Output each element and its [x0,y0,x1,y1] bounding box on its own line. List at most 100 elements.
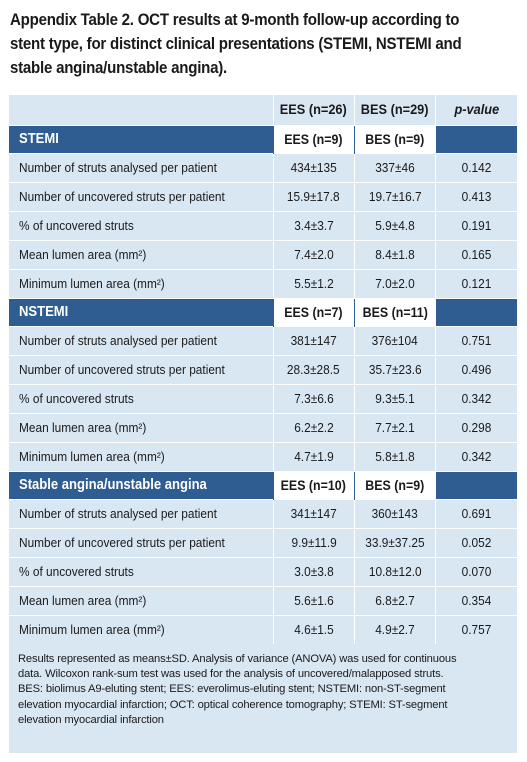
footnote-line: elevation myocardial infarction; OCT: op… [18,698,448,711]
bes-value: 35.7±23.6 [353,354,436,384]
ees-value: 5.5±1.2 [272,268,355,298]
section-ees-n: EES (n=9) [272,124,355,153]
row-label: Number of struts analysed per patient [9,325,273,355]
bes-value: 5.8±1.8 [353,441,436,471]
bes-value: 10.8±12.0 [353,556,436,586]
table-row: Minimum lumen area (mm²) 4.7±1.9 5.8±1.8 0.… [9,441,517,471]
bes-value: 6.8±2.7 [353,585,436,615]
ees-value: 381±147 [272,325,355,355]
ees-value: 7.4±2.0 [272,239,355,269]
p-value: 0.191 [435,210,517,240]
table-row: Minimum lumen area (mm²) 4.6±1.5 4.9±2.7 0.… [9,614,517,644]
header-p-value: p-value [435,95,517,125]
ees-value: 6.2±2.2 [272,412,355,442]
ees-value: 3.4±3.7 [272,210,355,240]
p-value: 0.142 [435,152,517,182]
ees-value: 3.0±3.8 [272,556,355,586]
results-table: EES (n=26) BES (n=29) p-value STEMI EES (… [9,95,517,644]
row-label: Mean lumen area (mm²) [9,239,273,269]
ees-value: 5.6±1.6 [272,585,355,615]
section-ees-n: EES (n=7) [272,297,355,326]
section-blank-cell [435,470,517,499]
footnote-line: data. Wilcoxon rank-sum test was used fo… [18,668,444,681]
row-label: % of uncovered struts [9,556,273,586]
ees-value: 4.7±1.9 [272,441,355,471]
table-row: % of uncovered struts 3.4±3.7 5.9±4.8 0.191 [9,210,517,240]
ees-value: 341±147 [272,498,355,528]
table-body: STEMI EES (n=9) BES (n=9) Number of struts … [9,124,517,644]
p-value: 0.052 [435,527,517,557]
table-row: Number of struts analysed per patient 341… [9,498,517,528]
ees-value: 4.6±1.5 [272,614,355,644]
section-bes-n: BES (n=11) [353,297,436,326]
row-label: % of uncovered struts [9,383,273,413]
bes-value: 7.0±2.0 [353,268,436,298]
ees-value: 9.9±11.9 [272,527,355,557]
p-value: 0.757 [435,614,517,644]
header-bes: BES (n=29) [353,95,436,125]
row-label: % of uncovered struts [9,210,273,240]
row-label: Mean lumen area (mm²) [9,585,273,615]
ees-value: 15.9±17.8 [272,181,355,211]
caption-line: stable angina/unstable angina). [10,59,227,77]
p-value: 0.413 [435,181,517,211]
bes-value: 4.9±2.7 [353,614,436,644]
p-value: 0.342 [435,383,517,413]
footnote-line: BES: biolimus A9-eluting stent; EES: eve… [18,683,446,696]
table-row: Minimum lumen area (mm²) 5.5±1.2 7.0±2.0 0.… [9,268,517,298]
table-row: Mean lumen area (mm²) 6.2±2.2 7.7±2.1 0.298 [9,412,517,442]
table-row: Number of struts analysed per patient 381… [9,325,517,355]
bes-value: 360±143 [353,498,436,528]
bes-value: 7.7±2.1 [353,412,436,442]
ees-value: 7.3±6.6 [272,383,355,413]
bes-value: 337±46 [353,152,436,182]
section-bes-n: BES (n=9) [353,470,436,499]
table-row: % of uncovered struts 7.3±6.6 9.3±5.1 0.342 [9,383,517,413]
bes-value: 19.7±16.7 [353,181,436,211]
section-header-row: Stable angina/unstable angina EES (n=10) B… [9,470,517,499]
caption-line: stent type, for distinct clinical presen… [10,35,462,53]
table-row: Number of uncovered struts per patient 28… [9,354,517,384]
header-empty-cell [9,95,273,125]
section-title: Stable angina/unstable angina [9,470,273,499]
section-blank-cell [435,297,517,326]
row-label: Number of struts analysed per patient [9,498,273,528]
ees-value: 28.3±28.5 [272,354,355,384]
footnote-line: elevation myocardial infarction [18,713,164,726]
p-value: 0.354 [435,585,517,615]
table-caption: Appendix Table 2. OCT results at 9-month… [10,8,484,80]
row-label: Minimum lumen area (mm²) [9,268,273,298]
row-label: Number of uncovered struts per patient [9,527,273,557]
table-row: Mean lumen area (mm²) 7.4±2.0 8.4±1.8 0.165 [9,239,517,269]
row-label: Number of uncovered struts per patient [9,181,273,211]
table-row: Number of uncovered struts per patient 9.… [9,527,517,557]
section-bes-n: BES (n=9) [353,124,436,153]
caption-line: Appendix Table 2. OCT results at 9-month… [10,11,460,29]
table-row: % of uncovered struts 3.0±3.8 10.8±12.0 0.0… [9,556,517,586]
p-value: 0.165 [435,239,517,269]
bes-value: 33.9±37.25 [353,527,436,557]
table-row: Number of uncovered struts per patient 15… [9,181,517,211]
table-row: Mean lumen area (mm²) 5.6±1.6 6.8±2.7 0.354 [9,585,517,615]
row-label: Number of struts analysed per patient [9,152,273,182]
row-label: Minimum lumen area (mm²) [9,614,273,644]
table-header-row: EES (n=26) BES (n=29) p-value [9,95,517,125]
p-value: 0.496 [435,354,517,384]
bes-value: 5.9±4.8 [353,210,436,240]
bes-value: 376±104 [353,325,436,355]
p-value: 0.121 [435,268,517,298]
section-header-row: NSTEMI EES (n=7) BES (n=11) [9,297,517,326]
row-label: Mean lumen area (mm²) [9,412,273,442]
section-blank-cell [435,124,517,153]
bes-value: 8.4±1.8 [353,239,436,269]
p-value: 0.298 [435,412,517,442]
footnote: Results represented as means±SD. Analysi… [18,652,513,728]
header-ees: EES (n=26) [272,95,355,125]
p-value: 0.342 [435,441,517,471]
p-value: 0.751 [435,325,517,355]
section-title: STEMI [9,124,273,153]
section-ees-n: EES (n=10) [272,470,355,499]
row-label: Minimum lumen area (mm²) [9,441,273,471]
bes-value: 9.3±5.1 [353,383,436,413]
ees-value: 434±135 [272,152,355,182]
